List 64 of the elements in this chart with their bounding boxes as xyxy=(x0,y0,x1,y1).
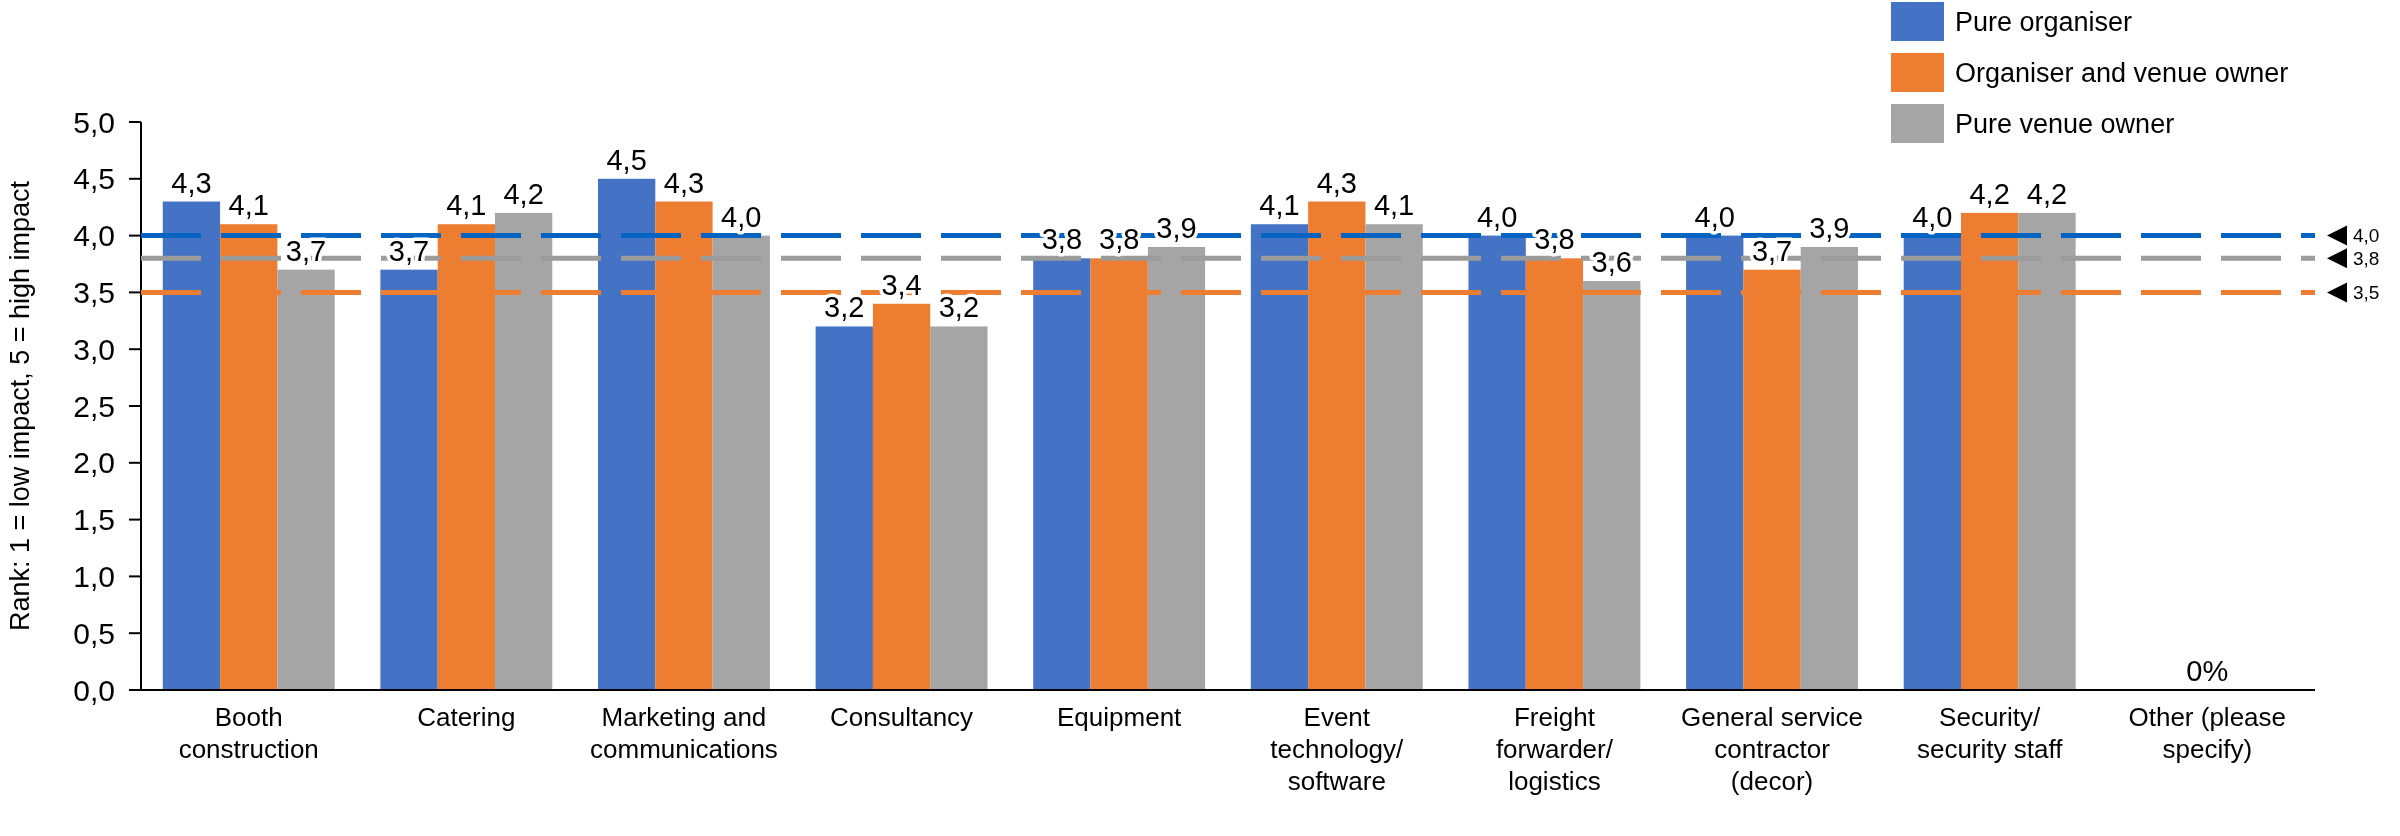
y-tick-label: 5,0 xyxy=(73,105,115,139)
x-tick-label: Equipment xyxy=(1057,702,1183,732)
bar xyxy=(1903,235,1962,690)
x-tick-label: Security/security staff xyxy=(1916,702,2064,764)
x-tick-label: Booth construction xyxy=(178,702,319,764)
legend-label: Organiser and venue owner xyxy=(1955,58,2289,89)
bar xyxy=(930,326,988,690)
ref-line-label: 3,5 xyxy=(2353,282,2380,304)
data-label: 0% xyxy=(2186,655,2229,687)
ref-line-label: 3,8 xyxy=(2353,247,2380,269)
y-tick-label: 0,5 xyxy=(73,616,115,650)
data-label: 4,1 xyxy=(1373,189,1415,222)
x-tick-label: Freight forwarder/logistics xyxy=(1495,702,1614,796)
data-label: 4,3 xyxy=(663,166,705,199)
bar xyxy=(277,269,335,690)
y-tick-label: 0,0 xyxy=(73,673,115,707)
bar xyxy=(1583,281,1641,690)
data-label: 4,0 xyxy=(1694,200,1735,233)
y-axis-title: Rank: 1 = low impact, 5 = high impact xyxy=(5,180,36,632)
ref-line-label: 4,0 xyxy=(2353,225,2380,247)
x-tick-label: Marketing and communications xyxy=(590,702,778,764)
data-label: 3,7 xyxy=(388,234,430,267)
data-label: 4,0 xyxy=(1476,200,1518,233)
x-tick-label: Catering xyxy=(417,702,516,732)
legend-label: Pure venue owner xyxy=(1955,109,2175,140)
bar xyxy=(815,326,873,690)
x-tick-label: General service contractor (decor) xyxy=(1681,702,1864,796)
data-label: 4,1 xyxy=(446,189,487,222)
y-tick-label: 1,5 xyxy=(73,503,115,537)
data-label: 4,2 xyxy=(2026,177,2068,210)
data-label: 3,7 xyxy=(1751,234,1793,267)
data-label: 4,1 xyxy=(228,189,269,222)
bar xyxy=(1686,235,1744,690)
data-label: 3,6 xyxy=(1591,246,1632,279)
data-label: 4,3 xyxy=(1316,166,1357,199)
bar xyxy=(1468,235,1526,690)
x-tick-label: Event technology/software xyxy=(1270,702,1405,796)
data-label: 4,3 xyxy=(171,166,212,199)
data-label: 4,0 xyxy=(1912,200,1953,233)
y-tick-label: 2,0 xyxy=(73,446,115,480)
y-tick-label: 1,0 xyxy=(73,559,115,593)
data-label: 4,2 xyxy=(1969,177,2010,210)
data-label: 4,2 xyxy=(503,177,544,210)
bar xyxy=(1250,224,1309,690)
bar xyxy=(1033,258,1091,690)
data-label: 3,2 xyxy=(824,291,865,324)
y-tick-label: 4,0 xyxy=(73,219,115,253)
bar xyxy=(872,303,931,690)
data-label: 4,0 xyxy=(721,200,762,233)
y-tick-label: 3,0 xyxy=(73,332,115,366)
y-tick-label: 3,5 xyxy=(73,275,115,309)
bar xyxy=(380,269,438,690)
data-label: 3,9 xyxy=(1156,211,1197,244)
bar xyxy=(162,201,221,690)
data-label: 3,2 xyxy=(938,291,980,324)
bar xyxy=(598,178,656,690)
y-tick-label: 4,5 xyxy=(73,162,115,196)
y-tick-label: 2,5 xyxy=(73,389,115,423)
data-label: 3,7 xyxy=(285,234,327,267)
legend-label: Pure organiser xyxy=(1955,7,2133,38)
x-tick-label: Consultancy xyxy=(830,702,974,732)
data-label: 4,5 xyxy=(606,143,647,176)
x-tick-label: Other (please specify) xyxy=(2128,702,2287,764)
data-label: 4,1 xyxy=(1259,189,1300,222)
